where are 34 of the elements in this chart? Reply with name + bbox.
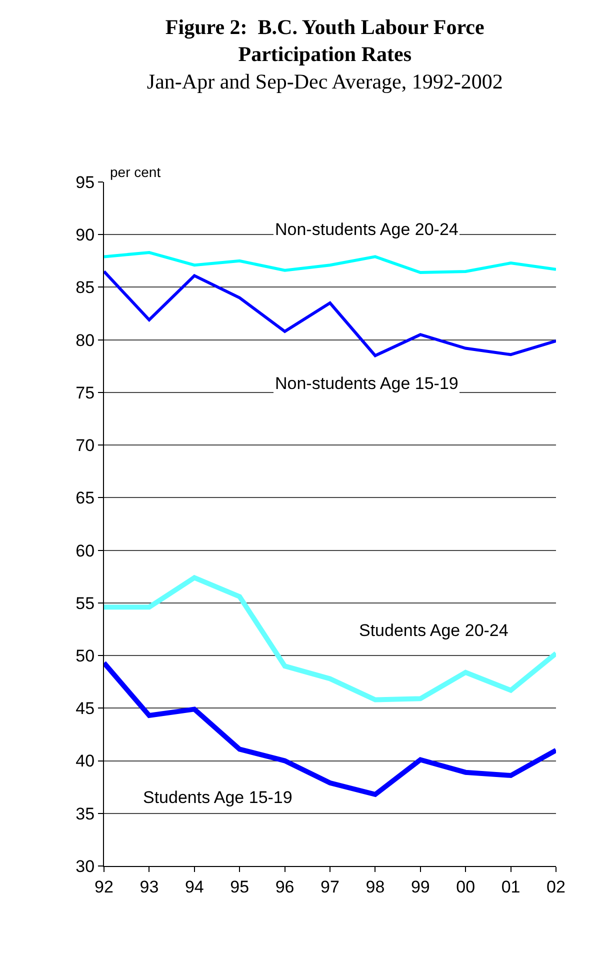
y-tick-label: 55 (76, 594, 95, 613)
x-tick-label: 92 (94, 877, 114, 896)
y-tick-label: 95 (76, 172, 95, 192)
x-tick-label: 98 (366, 877, 385, 896)
x-tick-label: 94 (184, 877, 204, 896)
y-tick-label: 75 (76, 383, 95, 402)
series-label: Non-students Age 20-24 (275, 220, 458, 239)
y-tick-label: 70 (76, 436, 95, 456)
chart-title: Figure 2: B.C. Youth Labour Force Participation Rates (165, 14, 484, 66)
x-tick-label: 01 (501, 877, 520, 896)
y-tick-label: 65 (76, 488, 95, 508)
text: Students Age 20-24 (359, 621, 508, 640)
chart-subtitle: Jan-Apr and Sep-Dec Average, 1992-2002 (146, 69, 503, 94)
line-series (104, 251, 556, 274)
y-tick-label: 35 (76, 804, 95, 824)
x-tick-label: 93 (140, 877, 159, 896)
y-tick-label: 60 (76, 541, 95, 560)
x-tick-label: 96 (275, 877, 294, 896)
y-tick-label: 40 (76, 752, 95, 771)
x-tick-label: 95 (230, 877, 250, 896)
y-axis-title: per cent (110, 164, 161, 180)
y-tick-label: 50 (76, 646, 95, 666)
y-tick-label: 85 (76, 278, 95, 298)
y-tick-label: 45 (76, 699, 95, 718)
series-label: Students Age 15-19 (143, 788, 292, 807)
series-label: Non-students Age 15-19 (275, 374, 458, 393)
x-tick-label: 99 (410, 877, 430, 896)
y-tick-label: 90 (76, 226, 95, 245)
x-tick-label: 97 (320, 877, 340, 896)
y-tick-label: 80 (76, 330, 95, 350)
x-tick-label: 02 (546, 877, 566, 896)
y-tick-label: 30 (76, 856, 95, 876)
x-tick-label: 00 (456, 877, 476, 896)
line-series (104, 270, 556, 358)
